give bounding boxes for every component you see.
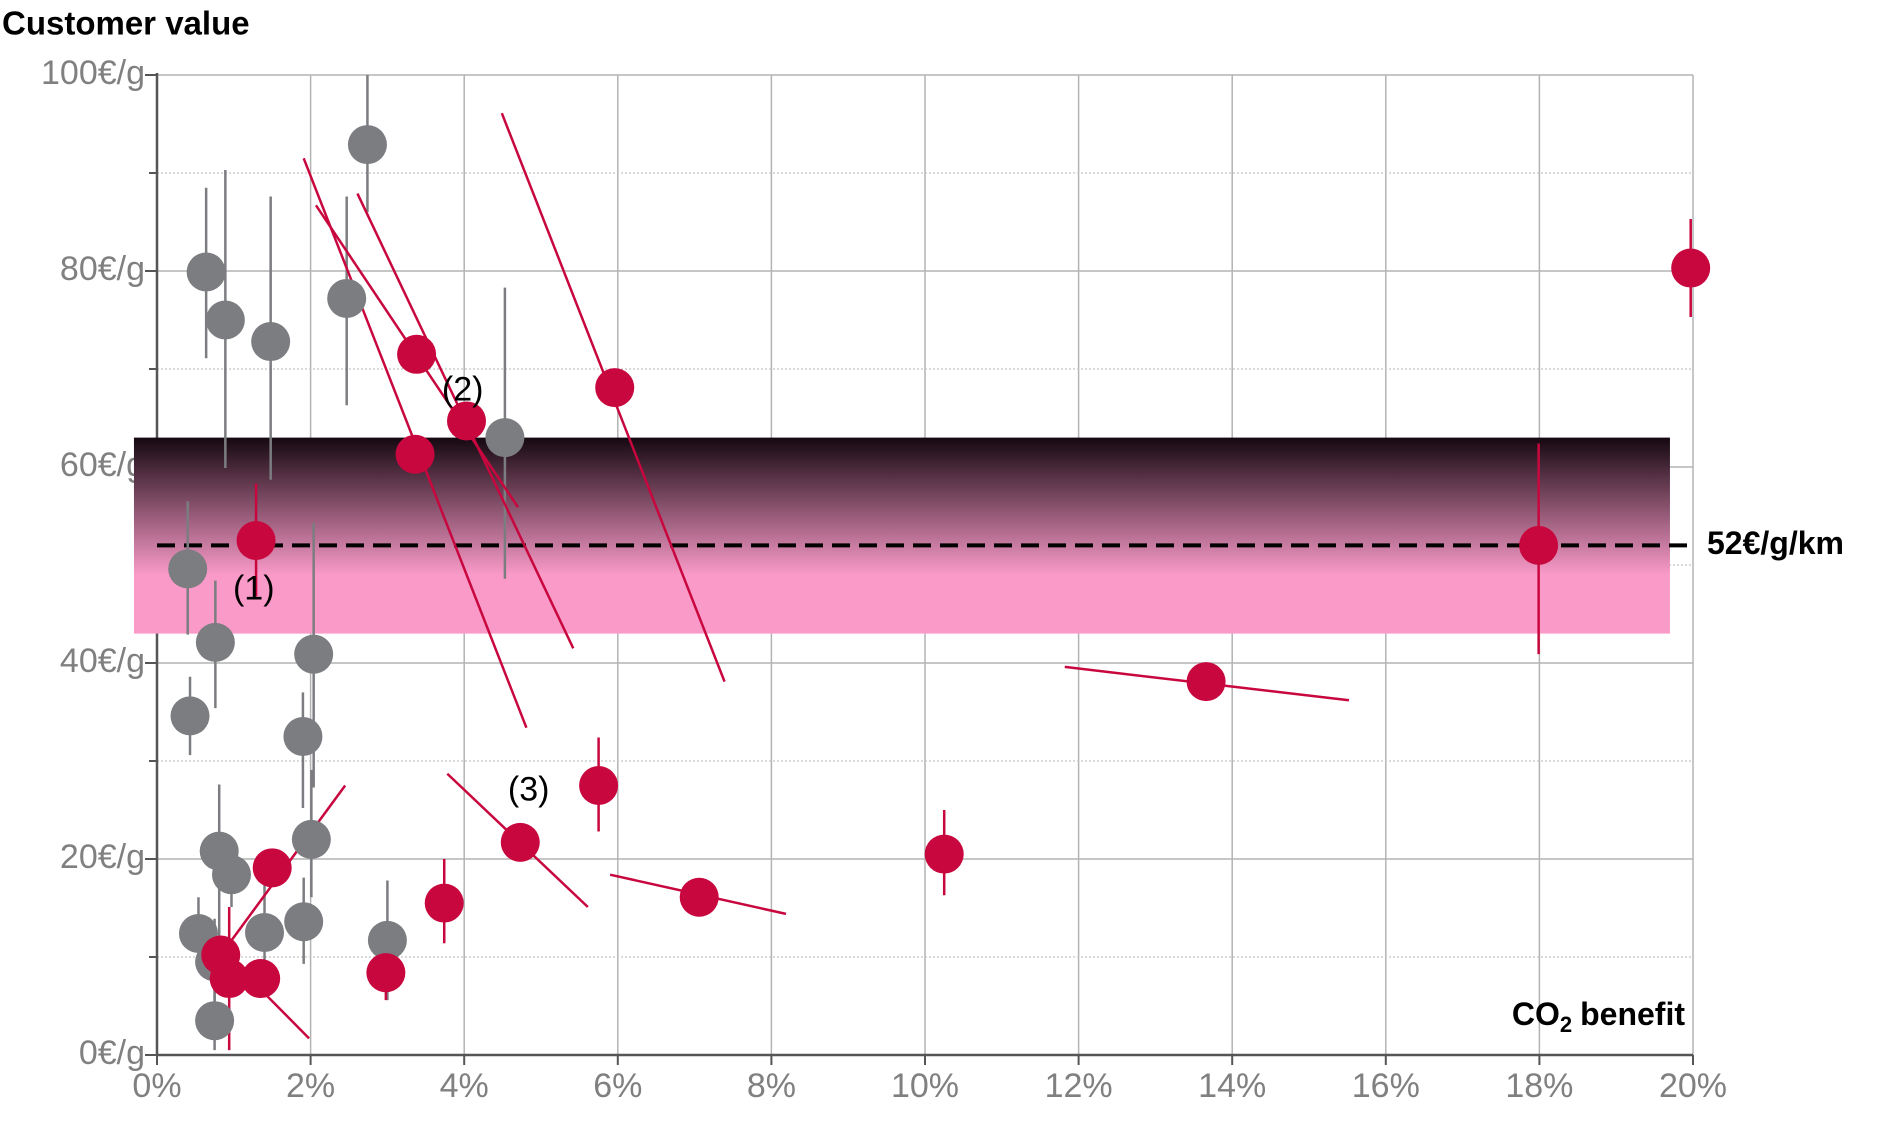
point	[500, 822, 540, 862]
annotation: (3)	[508, 770, 550, 808]
point	[291, 819, 331, 859]
y-tick-label: 0€/g	[79, 1034, 145, 1072]
point	[347, 125, 387, 165]
x-tick-label: 12%	[1045, 1067, 1113, 1105]
point	[424, 883, 464, 923]
y-tick-label: 40€/g	[60, 642, 145, 680]
x-tick-label: 4%	[440, 1067, 489, 1105]
point	[245, 913, 285, 952]
point	[241, 959, 281, 999]
point	[236, 521, 276, 560]
point	[252, 848, 292, 888]
point	[186, 252, 226, 292]
point	[211, 855, 251, 895]
point	[485, 418, 525, 458]
y-tick-label: 80€/g	[60, 250, 145, 288]
y-tick-label: 60€/g	[60, 446, 145, 484]
point	[595, 368, 635, 408]
x-tick-label: 6%	[593, 1067, 642, 1105]
point	[924, 834, 964, 874]
x-tick-label: 2%	[286, 1067, 335, 1105]
x-axis-label-sub: 2	[1560, 1012, 1572, 1037]
point	[395, 434, 435, 474]
point	[1671, 248, 1711, 288]
point	[294, 634, 334, 674]
point	[195, 622, 235, 662]
point	[284, 902, 324, 942]
point	[1519, 525, 1559, 565]
x-tick-label: 14%	[1198, 1067, 1266, 1105]
x-tick-label: 8%	[747, 1067, 796, 1105]
point	[679, 877, 719, 917]
point	[1186, 662, 1226, 702]
point	[283, 717, 323, 756]
target-band	[133, 437, 1670, 634]
point	[579, 766, 619, 805]
x-axis-label-rest: benefit	[1580, 996, 1685, 1032]
point	[209, 959, 249, 999]
x-tick-label: 20%	[1659, 1067, 1727, 1105]
point	[170, 696, 210, 736]
x-axis-label: CO2 benefit	[1512, 996, 1685, 1036]
point	[366, 953, 406, 993]
x-tick-label: 18%	[1505, 1067, 1573, 1105]
point	[397, 334, 437, 374]
annotation: (2)	[442, 371, 484, 409]
x-tick-label: 0%	[132, 1067, 181, 1105]
point	[205, 300, 245, 340]
x-tick-label: 16%	[1352, 1067, 1420, 1105]
x-tick-label: 10%	[891, 1067, 959, 1105]
point	[168, 549, 208, 589]
point	[367, 920, 407, 960]
point	[195, 1001, 235, 1041]
y-tick-label: 100€/g	[41, 54, 145, 92]
annotation: (1)	[233, 569, 275, 607]
point	[251, 322, 291, 362]
y-tick-label: 20€/g	[60, 838, 145, 876]
point	[447, 401, 487, 441]
reference-label: 52€/g/km	[1707, 525, 1844, 561]
x-axis-label-main: CO	[1512, 996, 1560, 1032]
point	[327, 278, 367, 318]
chart-title: Customer value	[2, 5, 250, 42]
